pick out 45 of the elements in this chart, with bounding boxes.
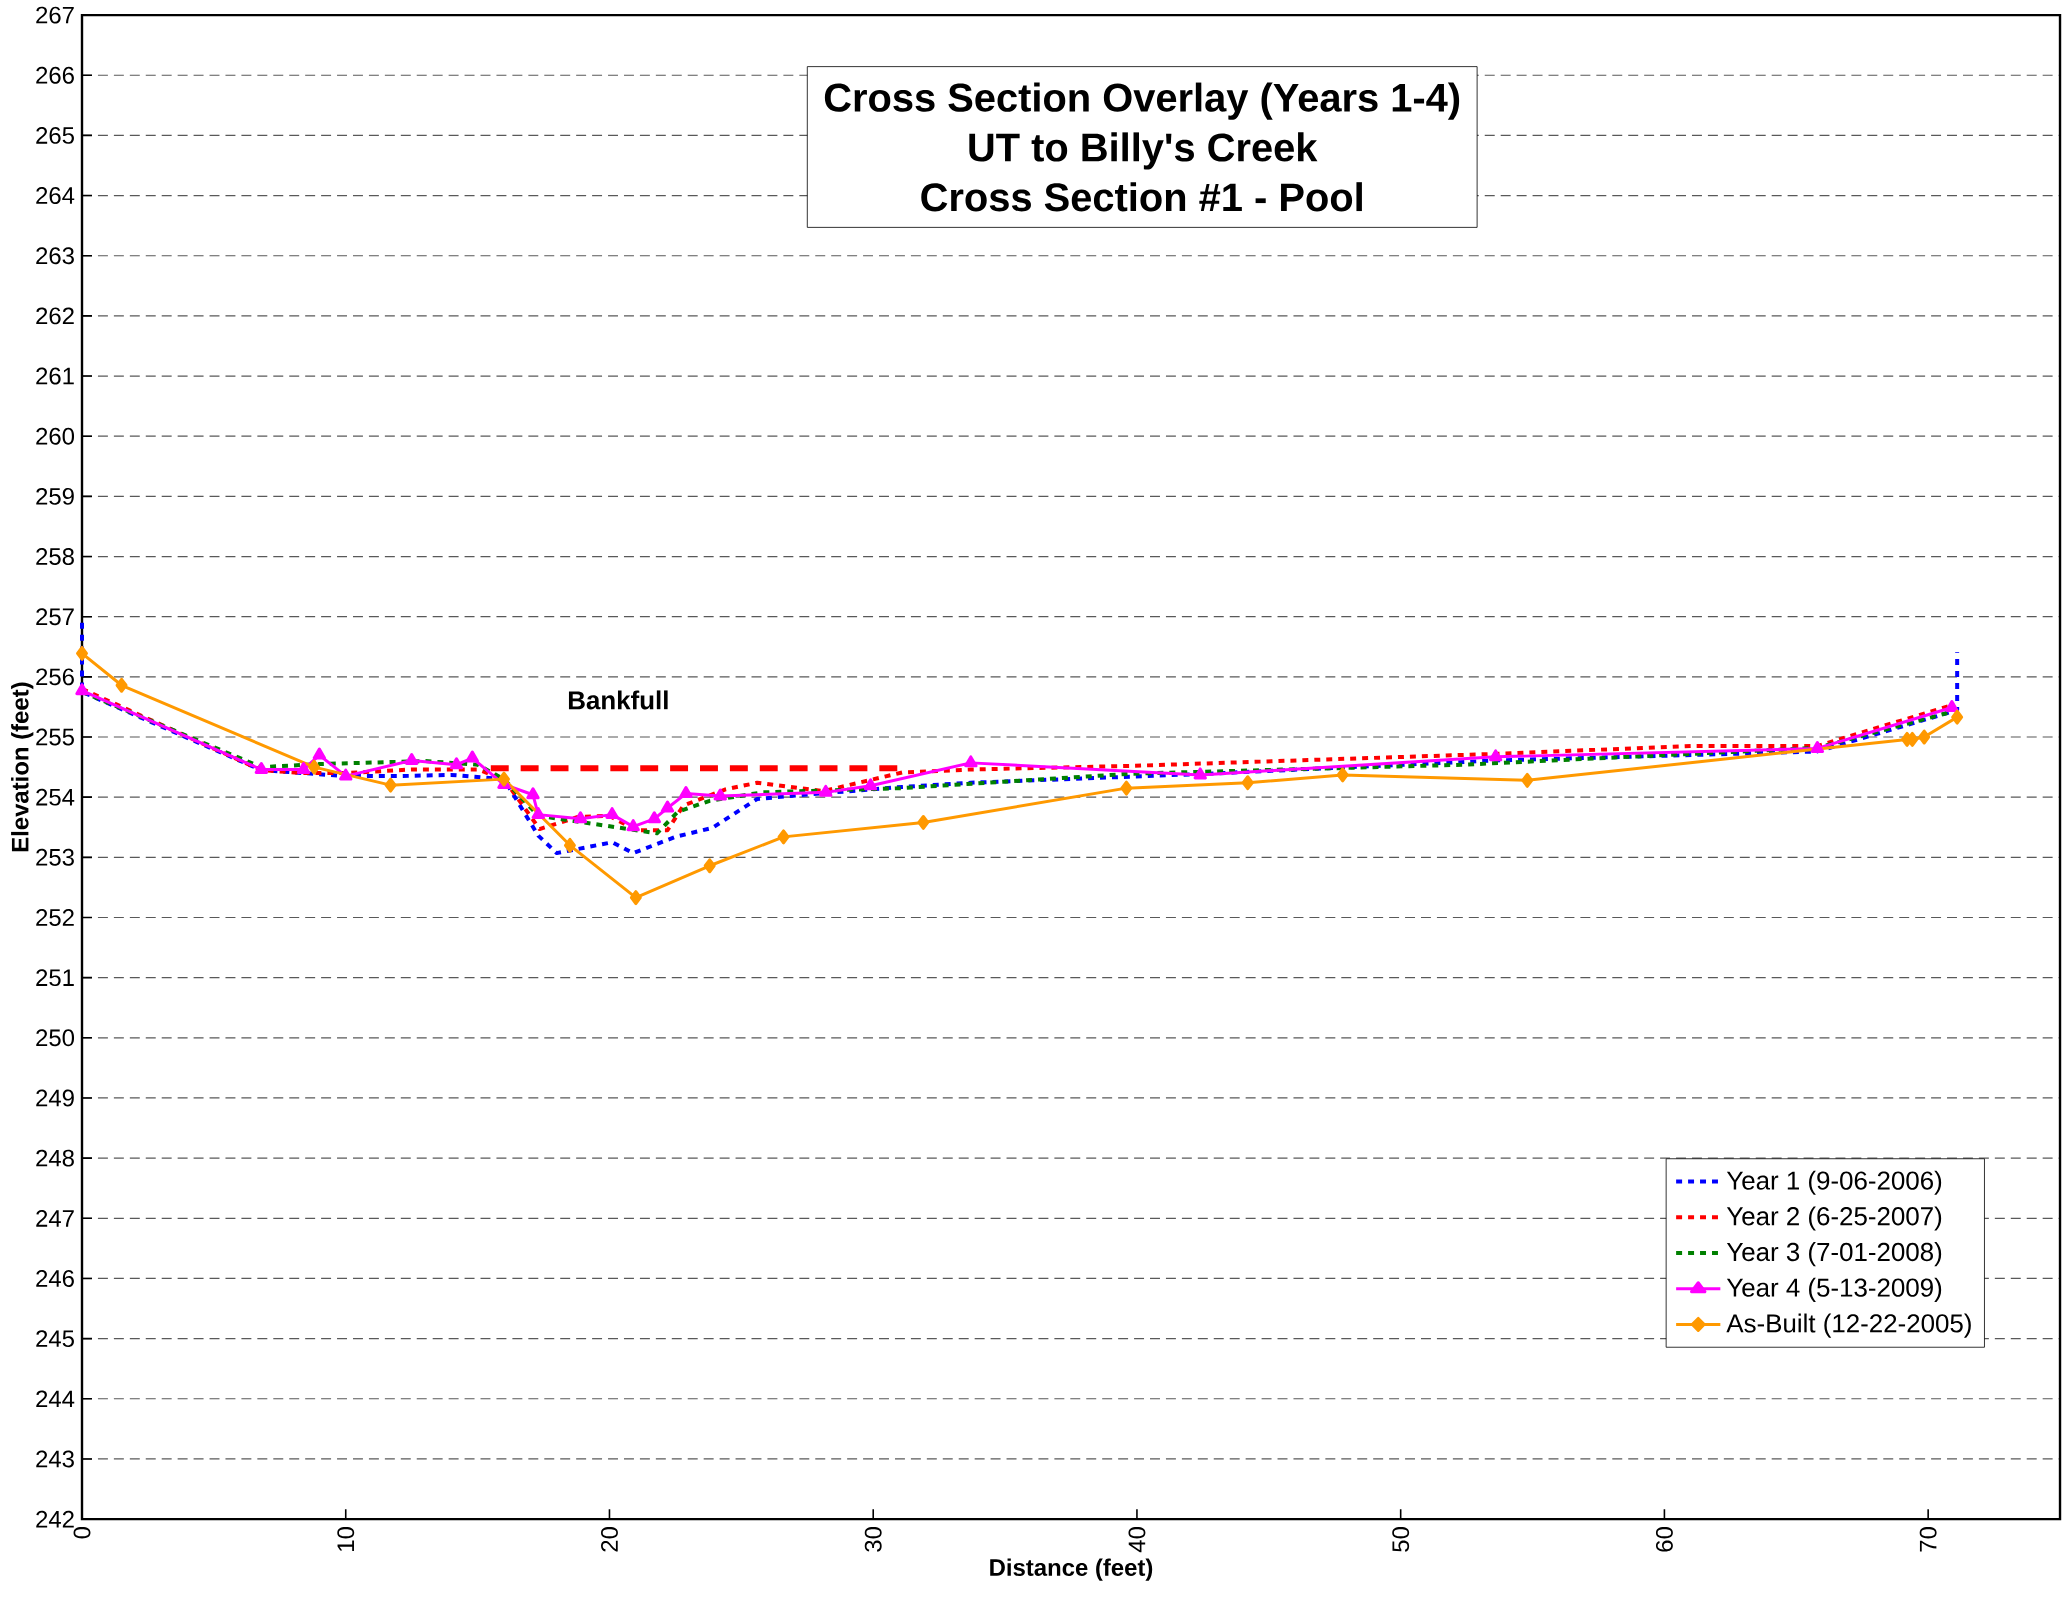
y-tick-label: 255	[36, 728, 74, 746]
y-tick-label: 260	[36, 427, 75, 445]
y-tick-label: 258	[36, 548, 74, 565]
y-tick-label: 252	[36, 908, 74, 926]
y-tick-label: 244	[36, 1390, 75, 1408]
y-tick-label: 266	[36, 66, 74, 84]
annotation: Bankfull	[568, 690, 668, 710]
y-tick-label: 242	[36, 1510, 74, 1528]
y-tick-label: 253	[36, 848, 74, 866]
y-tick-label: 257	[36, 608, 74, 626]
x-tick-label: 10	[337, 1527, 355, 1551]
y-tick-label: 262	[36, 307, 74, 325]
x-tick-label: 0	[73, 1527, 91, 1539]
x-tick-label: 70	[1919, 1527, 1937, 1552]
y-tick-label: 264	[36, 187, 75, 204]
y-tick-label: 254	[36, 788, 75, 806]
y-tick-label: 247	[36, 1209, 74, 1227]
legend-label: As-Built (12-22-2005)	[1726, 1313, 1971, 1338]
y-tick-label: 245	[36, 1330, 74, 1348]
x-tick-label: 40	[1128, 1527, 1146, 1553]
y-tick-label: 251	[36, 969, 74, 987]
text: UT to Billy's Creek	[969, 132, 1318, 170]
text: Cross Section Overlay (Years 1-4)	[824, 82, 1460, 120]
y-tick-label: 265	[36, 126, 74, 144]
y-tick-label: 248	[36, 1149, 74, 1167]
legend-label: Year 1 (9-06-2006)	[1726, 1170, 1942, 1195]
y-tick-label: 243	[36, 1450, 74, 1468]
y-tick-label: 267	[36, 6, 74, 24]
x-axis-title: Distance (feet)	[990, 1558, 1153, 1581]
legend-label: Year 3 (7-01-2008)	[1726, 1242, 1942, 1267]
legend-label: Year 2 (6-25-2007)	[1726, 1206, 1942, 1231]
y-tick-label: 259	[36, 487, 74, 505]
y-tick-label: 249	[36, 1089, 74, 1107]
y-tick-label: 246	[36, 1269, 74, 1287]
y-tick-label: 256	[36, 668, 74, 686]
x-tick-label: 50	[1392, 1527, 1410, 1552]
y-tick-label: 263	[36, 247, 74, 265]
legend-label: Year 4 (5-13-2009)	[1726, 1277, 1942, 1302]
annotation: Cross Section #1 - Pool	[921, 182, 1362, 212]
x-tick-label: 60	[1655, 1527, 1673, 1552]
y-axis-title: Elevation (feet)	[11, 682, 34, 852]
x-tick-label: 30	[864, 1527, 882, 1552]
x-tick-label: 20	[601, 1527, 618, 1552]
y-tick-label: 250	[36, 1029, 75, 1047]
y-tick-label: 261	[36, 367, 74, 385]
